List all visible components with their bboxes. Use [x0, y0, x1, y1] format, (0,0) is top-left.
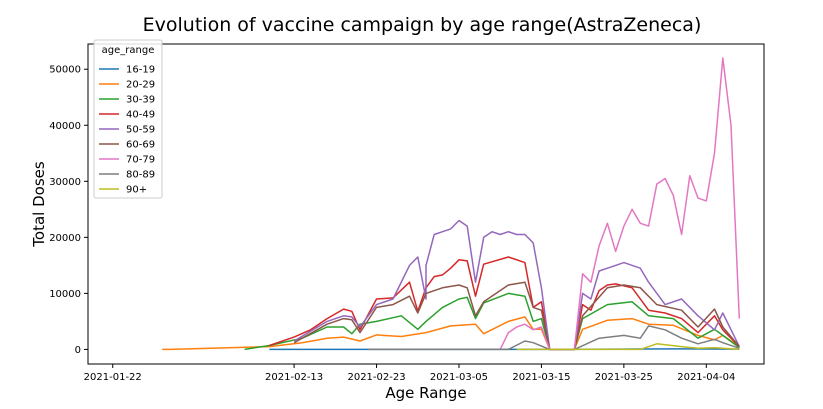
x-tick-label: 2021-03-25 [595, 372, 653, 383]
axis-ticks: 2021-01-22 2021-02-13 2021-02-23 2021-03-05… [49, 65, 735, 383]
y-tick-label: 0 [75, 345, 81, 356]
legend-entry: 30-39 [126, 95, 155, 106]
legend-title: age_range [102, 45, 155, 56]
legend-entry: 40-49 [126, 110, 155, 121]
x-axis-label: Age Range [385, 384, 466, 402]
series-line [516, 343, 740, 351]
plot-area [87, 43, 765, 365]
y-tick-label: 10000 [49, 289, 81, 300]
series-line [293, 281, 740, 351]
x-tick-label: 2021-02-23 [347, 372, 405, 383]
series-line [499, 57, 741, 351]
y-tick-label: 40000 [49, 121, 81, 132]
series-line [244, 292, 740, 351]
legend-entry: 60-69 [126, 140, 155, 151]
x-tick-label: 2021-03-05 [430, 372, 488, 383]
x-tick-label: 2021-04-04 [677, 372, 735, 383]
x-tick-label: 2021-01-22 [84, 372, 142, 383]
legend-entry: 20-29 [126, 80, 155, 91]
x-tick-label: 2021-02-13 [265, 372, 323, 383]
series-lines [162, 57, 741, 351]
y-tick-label: 50000 [49, 65, 81, 76]
series-line [269, 256, 740, 351]
y-axis-label: Total Doses [30, 161, 48, 248]
legend-entry: 80-89 [126, 170, 155, 181]
legend-entry: 50-59 [126, 125, 155, 136]
chart-title: Evolution of vaccine campaign by age ran… [143, 14, 702, 36]
y-tick-label: 30000 [49, 177, 81, 188]
legend-entry: 70-79 [126, 155, 155, 166]
series-line [162, 316, 740, 351]
series-line [293, 219, 740, 351]
x-tick-label: 2021-03-15 [512, 372, 570, 383]
legend-entry: 90+ [126, 185, 147, 196]
series-line [368, 325, 740, 351]
legend: age_range 16-19 20-29 30-39 40-49 50-59 60-69 7… [93, 39, 163, 199]
legend-entry: 16-19 [126, 65, 155, 76]
y-tick-label: 20000 [49, 233, 81, 244]
